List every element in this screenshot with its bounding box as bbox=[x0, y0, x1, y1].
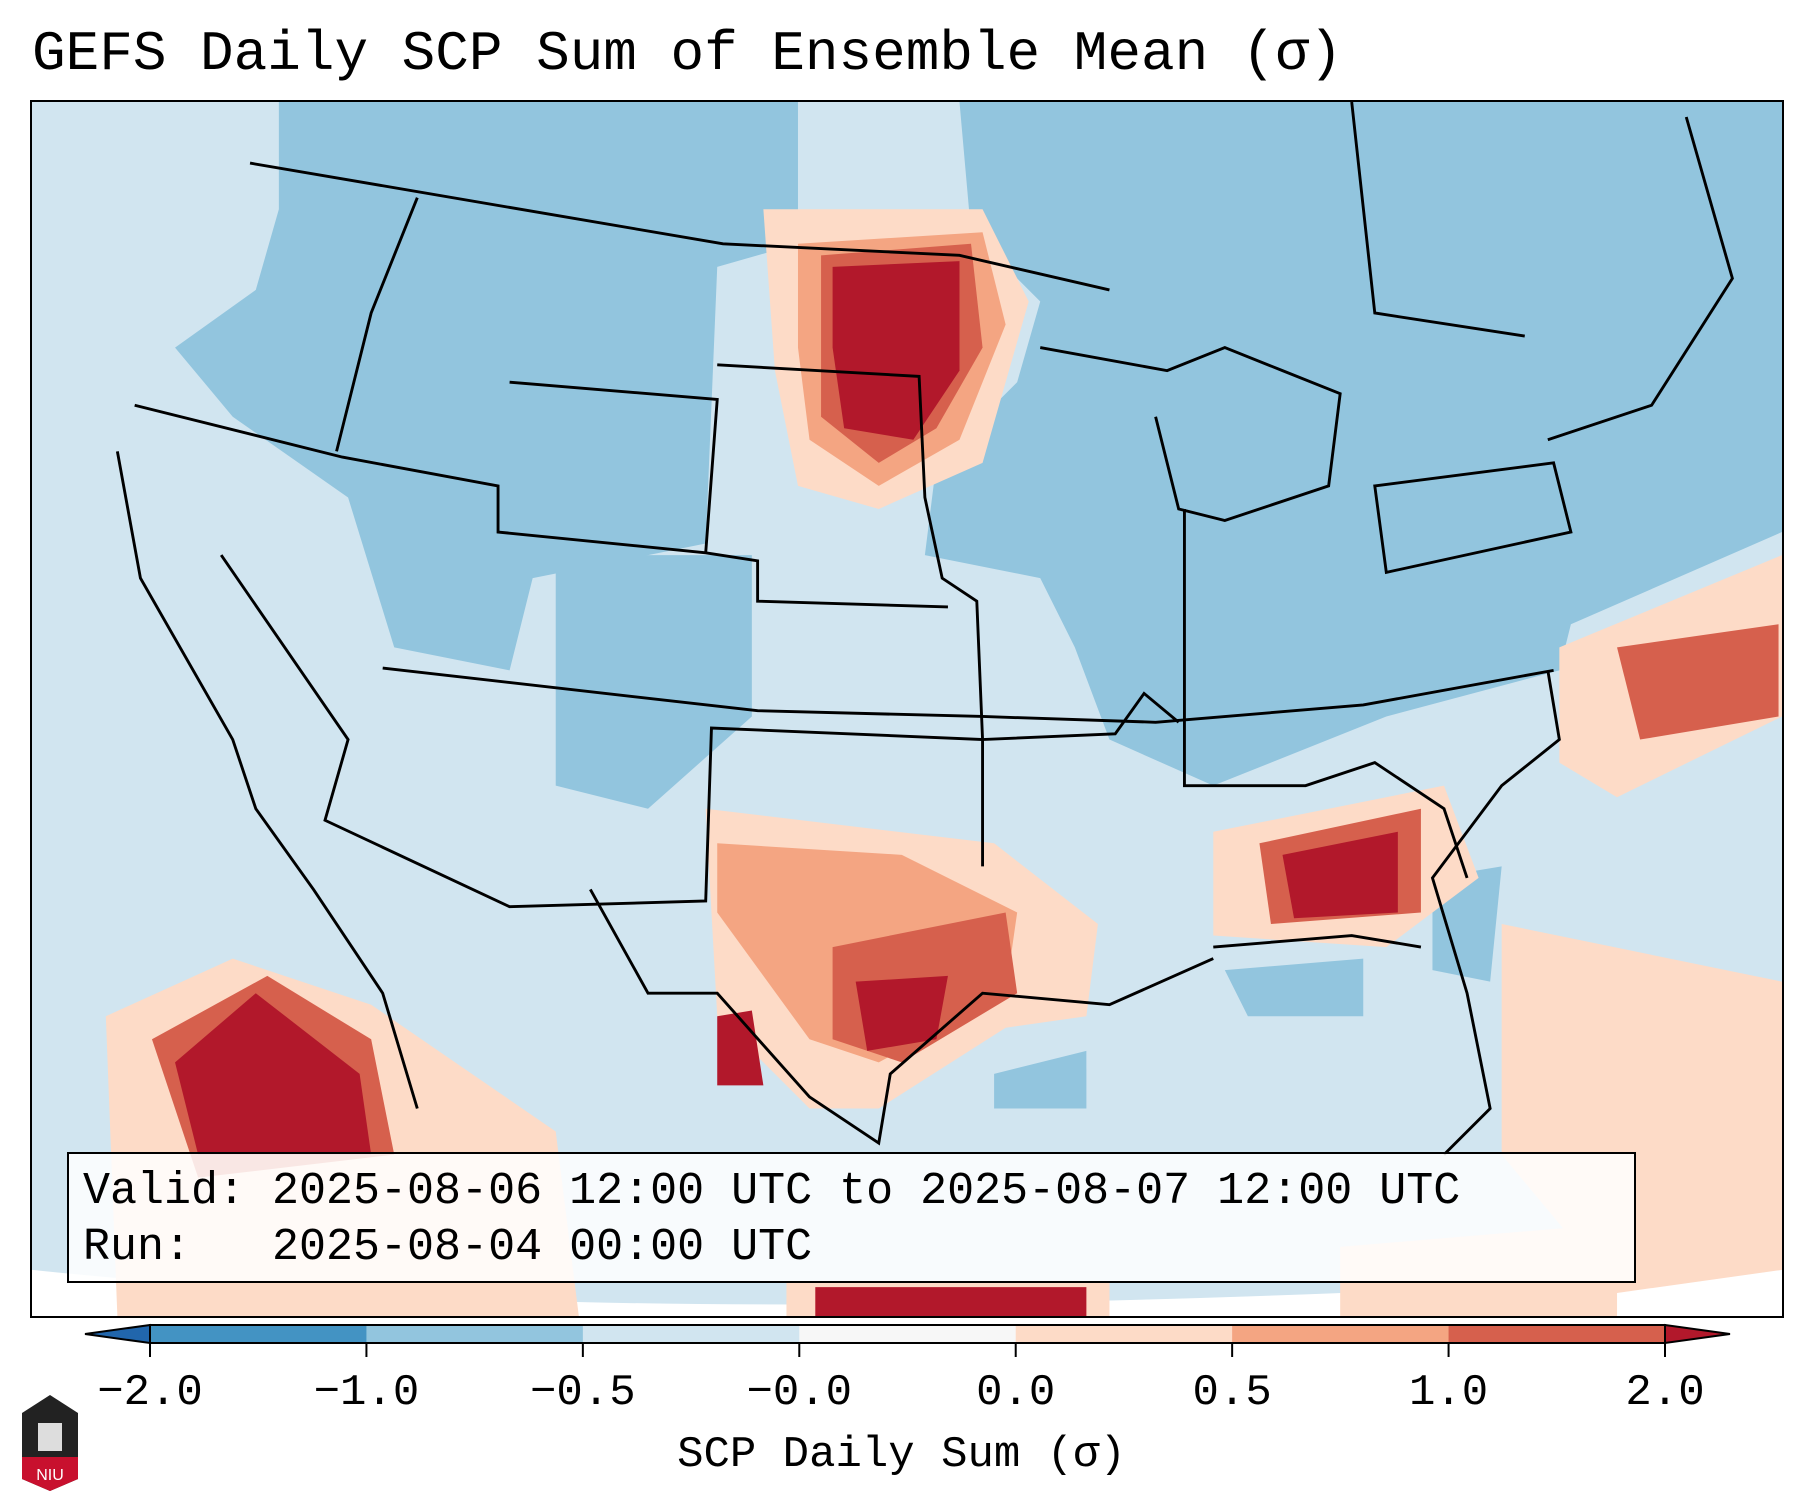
colorbar-tick-label: −2.0 bbox=[97, 1368, 203, 1418]
map-svg bbox=[32, 102, 1782, 1316]
colorbar-tick-label: 1.0 bbox=[1408, 1368, 1489, 1418]
texas-extreme bbox=[717, 975, 948, 1086]
georgia-extreme bbox=[1282, 831, 1398, 919]
negative-anomaly-areas bbox=[175, 102, 1782, 1109]
chart-title: GEFS Daily SCP Sum of Ensemble Mean (σ) bbox=[32, 22, 1343, 86]
colorbar-segment bbox=[1015, 1325, 1233, 1343]
colorbar-tick-label: −0.0 bbox=[746, 1368, 853, 1418]
state-borders bbox=[115, 102, 1734, 1156]
atlantic-high bbox=[1617, 624, 1779, 740]
colorbar-tick-label: −0.5 bbox=[530, 1368, 636, 1418]
mexico-extreme bbox=[175, 993, 372, 1155]
valid-time-text: Valid: 2025-08-06 12:00 UTC to 2025-08-0… bbox=[83, 1166, 1461, 1217]
colorbar-tick-label: 0.5 bbox=[1192, 1368, 1272, 1418]
gulf-extreme bbox=[815, 1287, 1087, 1316]
colorbar-tick-label: −1.0 bbox=[313, 1368, 420, 1418]
colorbar-label: SCP Daily Sum (σ) bbox=[677, 1430, 1126, 1480]
valid-run-info-box: Valid: 2025-08-06 12:00 UTC to 2025-08-0… bbox=[67, 1152, 1636, 1283]
colorbar-segment bbox=[799, 1325, 1017, 1343]
colorbar-segment bbox=[1232, 1325, 1450, 1343]
colorbar-segment bbox=[150, 1325, 367, 1343]
plains-extreme bbox=[832, 261, 960, 440]
colorbar-segment bbox=[366, 1325, 584, 1343]
colorbar-outline bbox=[149, 1324, 1666, 1344]
atlantic-light bbox=[786, 555, 1782, 1316]
colorbar-segment bbox=[582, 1325, 800, 1343]
colorbar-tick-label: 2.0 bbox=[1625, 1368, 1705, 1418]
colorbar-tick-label: 0.0 bbox=[976, 1368, 1056, 1418]
run-time-text: Run: 2025-08-04 00:00 UTC bbox=[83, 1222, 813, 1273]
colorbar-extend-low bbox=[84, 1323, 151, 1345]
niu-logo: NIU bbox=[22, 1395, 78, 1491]
colorbar-extend-high bbox=[1664, 1323, 1731, 1345]
logo-text: NIU bbox=[36, 1467, 64, 1484]
map-panel bbox=[30, 100, 1784, 1318]
colorbar-segment bbox=[1448, 1325, 1666, 1343]
colorbar bbox=[84, 1323, 1731, 1357]
